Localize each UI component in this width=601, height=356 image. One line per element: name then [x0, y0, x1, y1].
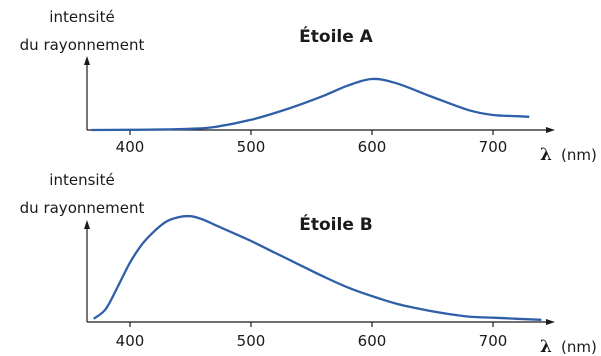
x-tick-label-b-700: 700: [479, 332, 508, 350]
x-tick-label-a-600: 600: [358, 138, 387, 156]
x-axis-arrow-b: [546, 319, 555, 325]
x-tick-label-b-400: 400: [116, 332, 145, 350]
y-axis-arrow-a: [84, 56, 90, 65]
unit-label-b: (nm): [561, 338, 597, 356]
y-axis-label-a-line1: intensité: [49, 8, 114, 26]
lambda-symbol-a: λ: [540, 145, 552, 165]
chart-title-b: Étoile B: [299, 213, 372, 235]
x-axis-label-b: λ (nm): [540, 337, 597, 356]
chart-panel-b: intensité du rayonnement Étoile B 400 500…: [20, 171, 597, 356]
x-ticks-a: 400 500 600 700: [116, 130, 508, 156]
x-ticks-b: 400 500 600 700: [116, 322, 508, 350]
unit-label-a: (nm): [561, 146, 597, 164]
x-axis-label-a: λ (nm): [540, 145, 597, 165]
y-axis-arrow-b: [84, 220, 90, 229]
chart-panel-a: intensité du rayonnement Étoile A 400 500…: [20, 8, 597, 165]
y-axis-label-b-line2: du rayonnement: [20, 199, 145, 217]
x-tick-label-a-400: 400: [116, 138, 145, 156]
y-axis-label-a-line2: du rayonnement: [20, 36, 145, 54]
x-tick-label-b-600: 600: [358, 332, 387, 350]
y-axis-label-b-line1: intensité: [49, 171, 114, 189]
intensity-curve-etoile-a: [91, 77, 530, 132]
chart-title-a: Étoile A: [299, 25, 374, 47]
x-tick-label-a-700: 700: [479, 138, 508, 156]
x-tick-label-b-500: 500: [237, 332, 266, 350]
x-tick-label-a-500: 500: [237, 138, 266, 156]
intensity-curve-etoile-b: [92, 214, 542, 321]
x-axis-arrow-a: [546, 127, 555, 133]
lambda-symbol-b: λ: [540, 337, 552, 356]
